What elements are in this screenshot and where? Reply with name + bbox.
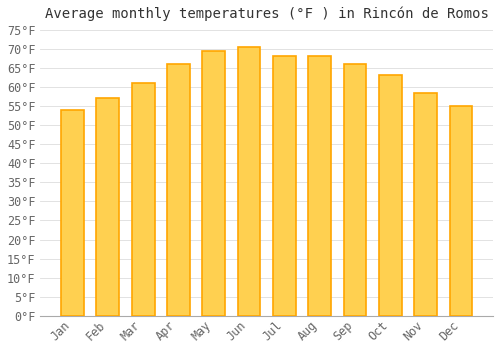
Bar <box>202 50 225 316</box>
Bar <box>414 92 437 316</box>
Bar <box>238 47 260 316</box>
Bar <box>61 110 84 316</box>
Bar <box>273 56 296 316</box>
Bar <box>132 83 154 316</box>
Bar <box>167 64 190 316</box>
Title: Average monthly temperatures (°F ) in Rincón de Romos: Average monthly temperatures (°F ) in Ri… <box>44 7 488 21</box>
Bar <box>308 56 331 316</box>
Bar <box>96 98 119 316</box>
Bar <box>450 106 472 316</box>
Bar <box>379 75 402 316</box>
Bar <box>344 64 366 316</box>
